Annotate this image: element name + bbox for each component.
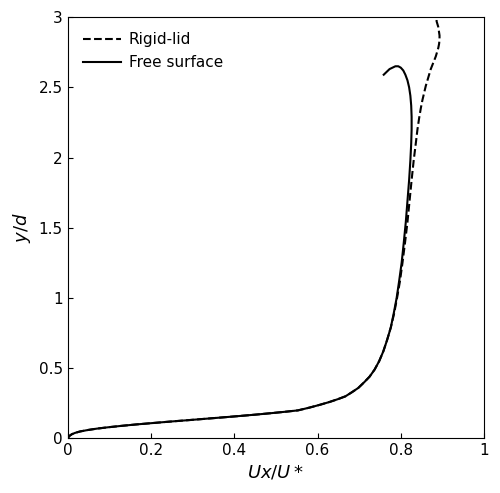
Free surface xyxy=(380,72,386,78)
Rigid-lid xyxy=(434,17,440,23)
Rigid-lid xyxy=(436,41,442,47)
Free surface xyxy=(396,63,402,69)
Rigid-lid xyxy=(306,405,312,411)
Line: Rigid-lid: Rigid-lid xyxy=(68,20,440,438)
Free surface xyxy=(295,407,301,413)
Line: Free surface: Free surface xyxy=(68,66,412,438)
Rigid-lid xyxy=(436,45,442,51)
Free surface xyxy=(220,415,226,421)
Rigid-lid xyxy=(64,435,70,441)
Free surface xyxy=(282,409,288,415)
Y-axis label: $y/d$: $y/d$ xyxy=(11,212,33,243)
Free surface xyxy=(253,412,259,418)
Free surface xyxy=(134,422,140,427)
Legend: Rigid-lid, Free surface: Rigid-lid, Free surface xyxy=(76,25,231,78)
Free surface xyxy=(64,435,70,441)
X-axis label: $Ux/U*$: $Ux/U*$ xyxy=(248,464,304,482)
Rigid-lid xyxy=(236,413,242,419)
Free surface xyxy=(396,278,402,284)
Rigid-lid xyxy=(400,260,406,266)
Rigid-lid xyxy=(268,410,274,416)
